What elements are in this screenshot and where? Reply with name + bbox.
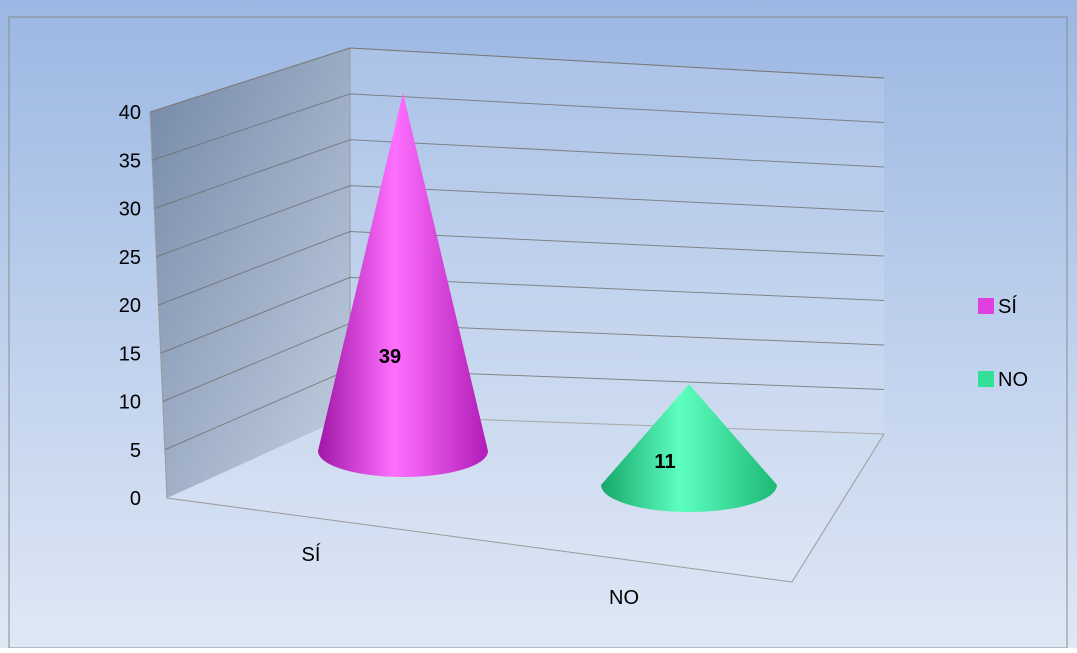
y-tick-label: 35 <box>119 150 141 172</box>
y-tick-label: 5 <box>130 440 141 462</box>
legend-label: SÍ <box>998 295 1017 318</box>
y-tick-label: 25 <box>119 247 141 269</box>
data-label: 39 <box>379 346 401 368</box>
y-tick-label: 20 <box>119 295 141 317</box>
y-tick-label: 30 <box>119 199 141 221</box>
gridline <box>154 139 885 209</box>
y-tick-label: 40 <box>119 102 141 124</box>
bar: 11 <box>601 384 777 512</box>
cone-body <box>318 93 488 478</box>
bar: 39 <box>318 93 488 478</box>
gridline <box>158 230 885 306</box>
data-series: 39 11 <box>318 93 777 512</box>
gridline <box>149 47 885 113</box>
data-label: 11 <box>654 451 675 473</box>
x-tick-label: NO <box>609 587 639 609</box>
y-tick-label: 10 <box>119 392 141 414</box>
legend-swatch <box>978 298 994 314</box>
y-tick-label: 15 <box>119 343 141 365</box>
legend-label: NO <box>998 369 1028 391</box>
legend-item: SÍ <box>978 295 1017 318</box>
back-wall <box>350 48 884 434</box>
x-tick-label: SÍ <box>302 543 321 566</box>
y-tick-label: 0 <box>130 488 141 510</box>
gridline <box>160 276 885 354</box>
legend-item: NO <box>978 369 1028 391</box>
legend: SÍ NO <box>978 295 1028 391</box>
gridline <box>151 93 885 161</box>
gridline <box>156 185 885 258</box>
legend-swatch <box>978 371 994 387</box>
x-axis: SÍ NO <box>302 543 639 609</box>
cone-body <box>601 384 777 512</box>
y-axis: 0 5 10 15 20 25 30 35 40 <box>119 102 141 510</box>
